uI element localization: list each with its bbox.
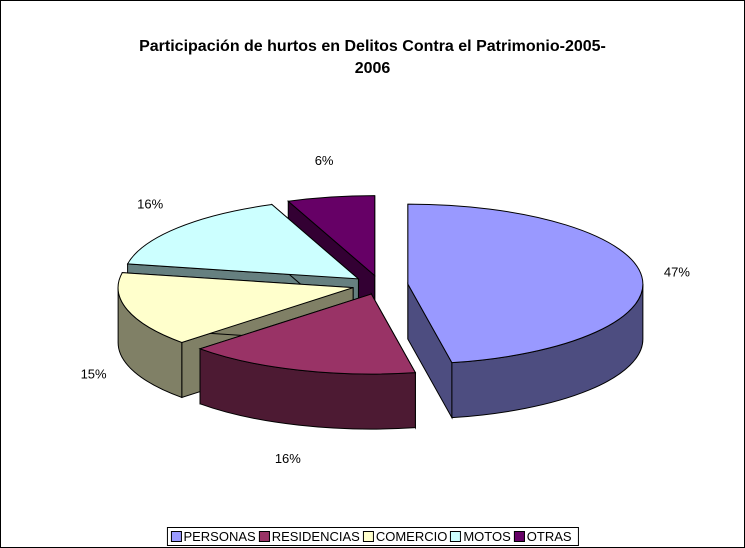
data-label: 47% bbox=[664, 265, 690, 280]
legend-item: MOTOS bbox=[450, 529, 511, 544]
legend-swatch bbox=[258, 531, 270, 542]
chart-title: Participación de hurtos en Delitos Contr… bbox=[139, 38, 606, 77]
data-label: 16% bbox=[137, 196, 163, 211]
data-label: 16% bbox=[275, 451, 301, 466]
slice bbox=[407, 203, 644, 364]
legend-swatch bbox=[170, 531, 182, 542]
legend-label: MOTOS bbox=[463, 529, 511, 544]
data-label: 15% bbox=[81, 366, 107, 381]
legend-swatch bbox=[450, 531, 462, 542]
slice bbox=[287, 195, 376, 277]
legend-label: COMERCIO bbox=[375, 529, 448, 544]
legend-item: PERSONAS bbox=[170, 529, 256, 544]
legend-item: RESIDENCIAS bbox=[258, 529, 360, 544]
data-label: 6% bbox=[315, 153, 334, 168]
slice bbox=[198, 293, 417, 375]
legend-item: COMERCIO bbox=[362, 529, 448, 544]
legend-swatch bbox=[513, 531, 525, 542]
legend-swatch bbox=[362, 531, 374, 542]
slice bbox=[126, 204, 360, 280]
legend-label: OTRAS bbox=[526, 529, 572, 544]
legend-label: PERSONAS bbox=[183, 529, 256, 544]
legend-label: RESIDENCIAS bbox=[271, 529, 360, 544]
legend: PERSONAS RESIDENCIAS COMERCIO MOTOS OTRAS bbox=[166, 527, 579, 546]
legend-item: OTRAS bbox=[513, 529, 572, 544]
slice bbox=[117, 272, 354, 343]
